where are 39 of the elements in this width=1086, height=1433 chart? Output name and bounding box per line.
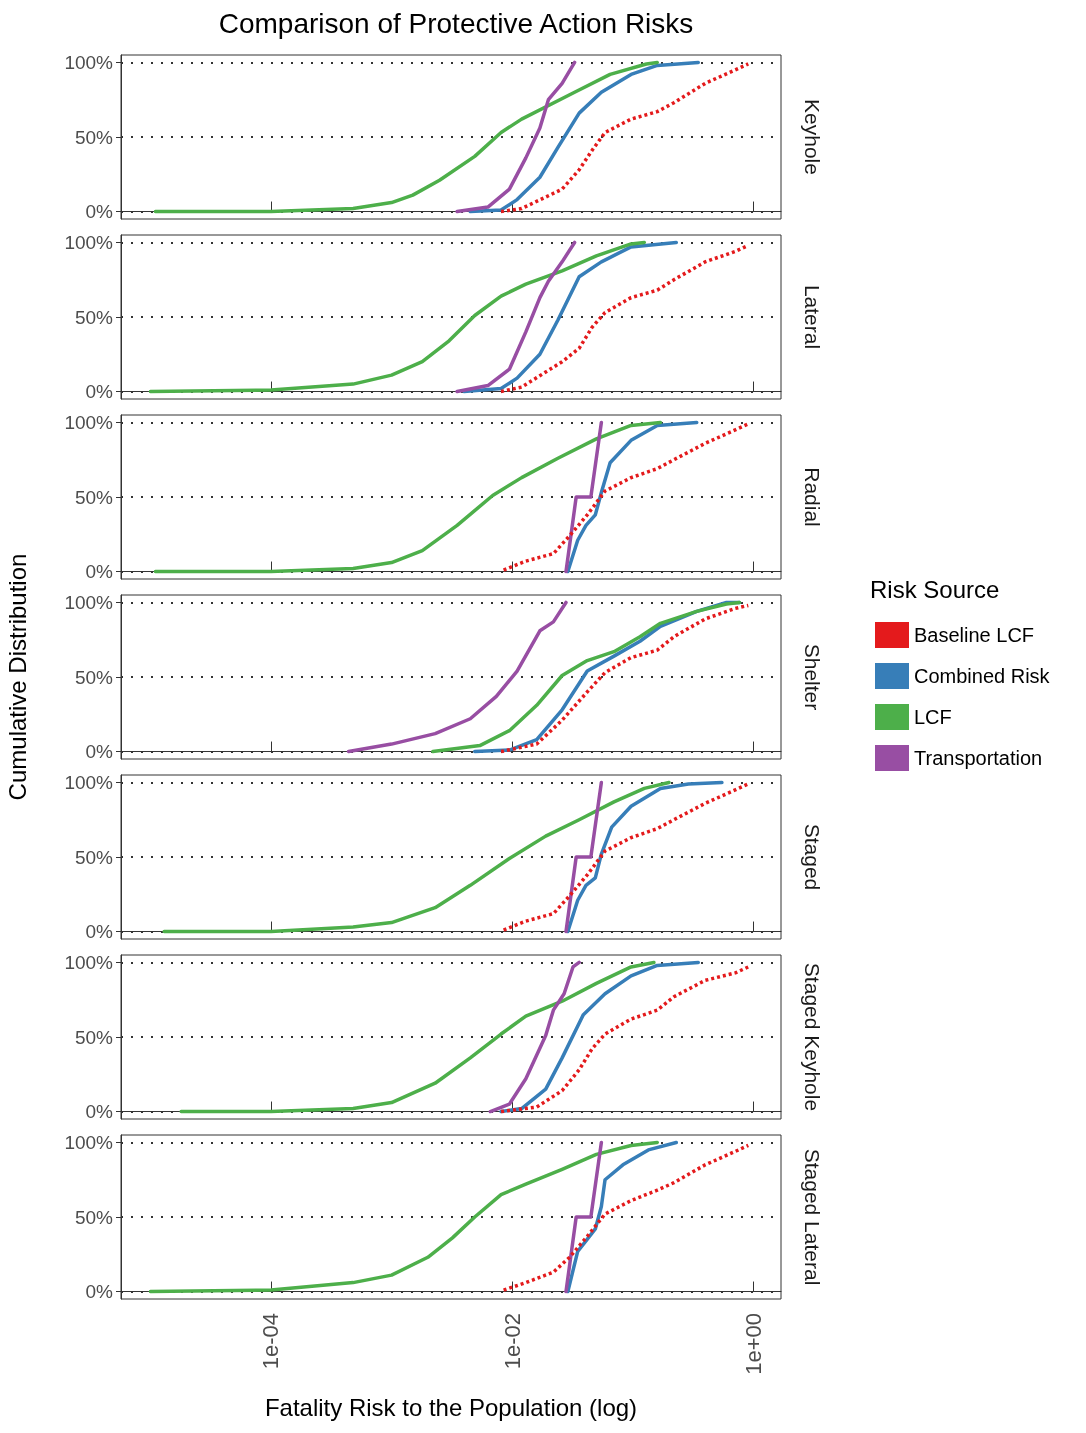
y2-axis-title: Staged Keyhole — [800, 962, 824, 1112]
legend-label: Combined Risk — [914, 665, 1051, 687]
y-tick-label: 50% — [74, 306, 114, 328]
chart-title: Comparison of Protective Action Risks — [218, 7, 694, 39]
y-tick-label: 0% — [85, 1101, 114, 1123]
y-tick-label: 100% — [64, 951, 114, 973]
legend-label: LCF — [914, 706, 952, 728]
y-tick-label: 0% — [85, 741, 114, 763]
y2-axis-title: Shelter — [800, 643, 824, 711]
y2-axis-title: Staged Lateral — [800, 1148, 824, 1286]
y-tick-label: 0% — [85, 921, 114, 943]
y-tick-label: 100% — [64, 231, 114, 253]
y-tick-label: 100% — [64, 51, 114, 73]
y-axis-title: Cumulative Distribution — [3, 553, 31, 801]
y2-axis-title: Keyhole — [800, 99, 824, 175]
legend-title: Risk Source — [870, 575, 1000, 603]
y2-axis-title: Radial — [800, 467, 824, 527]
y2-axis-title: Lateral — [800, 284, 824, 350]
y-tick-label: 0% — [85, 1281, 114, 1303]
x-tick-label: 1e-04 — [258, 1313, 284, 1370]
y-tick-label: 100% — [64, 1131, 114, 1153]
y-tick-label: 0% — [85, 381, 114, 403]
y-tick-label: 0% — [85, 561, 114, 583]
y-tick-label: 100% — [64, 771, 114, 793]
y-tick-label: 50% — [74, 1026, 114, 1048]
x-tick-label: 1e+00 — [740, 1313, 766, 1375]
legend-label: Transportation — [914, 747, 1043, 769]
y-tick-label: 0% — [85, 201, 114, 223]
y-tick-label: 50% — [74, 846, 114, 868]
legend-label: Baseline LCF — [914, 624, 1035, 646]
x-axis-title: Fatality Risk to the Population (log) — [264, 1393, 638, 1421]
y-tick-label: 100% — [64, 591, 114, 613]
y-tick-label: 50% — [74, 486, 114, 508]
y-tick-label: 50% — [74, 126, 114, 148]
y-tick-label: 50% — [74, 1206, 114, 1228]
y-tick-label: 100% — [64, 411, 114, 433]
x-tick-label: 1e-02 — [499, 1313, 525, 1370]
y2-axis-title: Staged — [800, 823, 824, 891]
y-tick-label: 50% — [74, 666, 114, 688]
